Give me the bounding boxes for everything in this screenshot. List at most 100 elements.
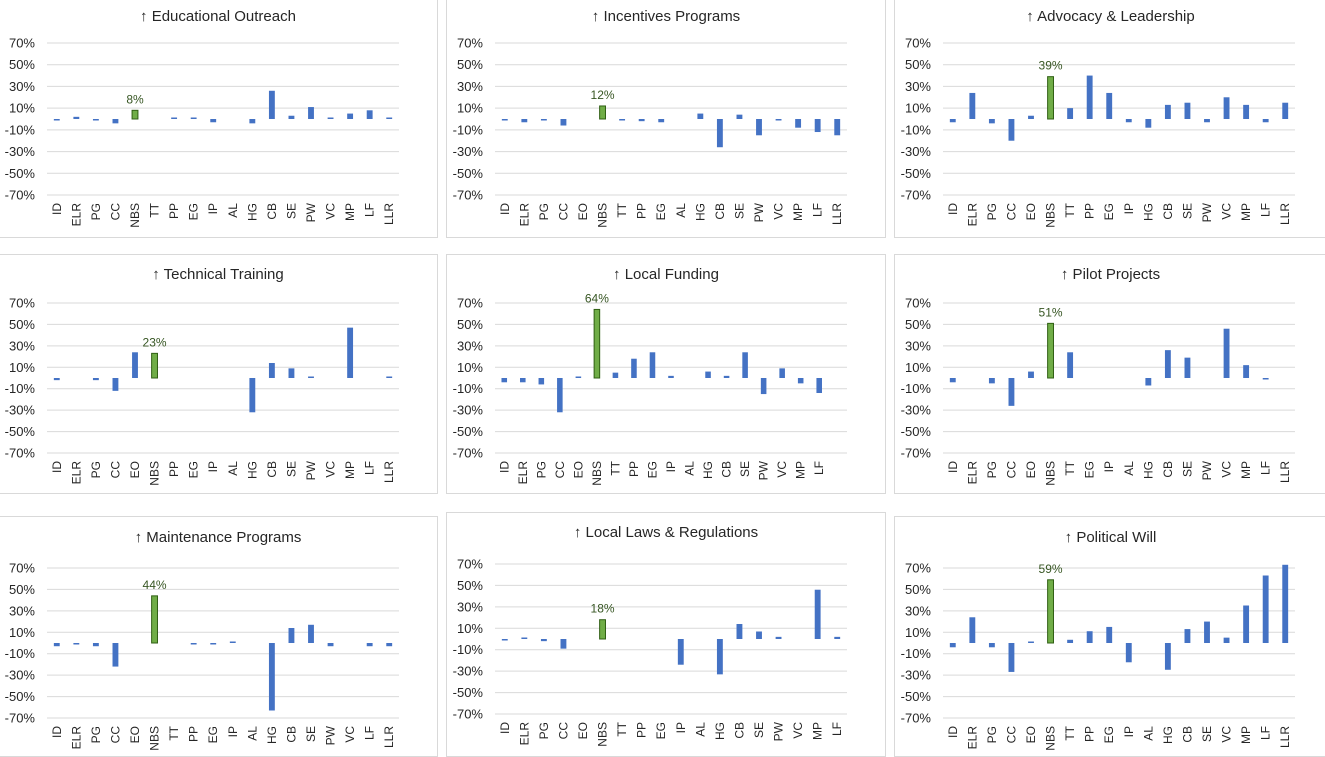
x-tick-label: SE xyxy=(1180,461,1194,477)
x-tick-label: EG xyxy=(1102,726,1116,743)
y-tick-label: 10% xyxy=(457,360,483,375)
x-tick-label: MP xyxy=(343,203,357,221)
y-tick-label: -10% xyxy=(5,122,36,137)
x-tick-label: ID xyxy=(498,203,512,215)
bar xyxy=(1184,102,1191,119)
x-tick-label: LF xyxy=(1259,203,1273,217)
chart-panel: ↑ Maintenance Programs 70% 50% 30% 10% -10% -3… xyxy=(0,516,438,757)
y-tick-label: -70% xyxy=(901,711,932,726)
bar xyxy=(1106,626,1113,643)
bar xyxy=(969,617,976,643)
x-tick-label: LLR xyxy=(830,203,844,225)
bar-highlight xyxy=(151,352,158,379)
y-tick-label: 10% xyxy=(457,101,483,116)
chart-title: ↑ Pilot Projects xyxy=(1061,266,1160,283)
x-tick-label: CB xyxy=(1161,461,1175,478)
bar xyxy=(612,372,619,378)
x-tick-label: LF xyxy=(363,203,377,217)
bar xyxy=(268,90,275,119)
bar xyxy=(779,368,785,378)
bar xyxy=(677,639,684,665)
x-tick-label: CB xyxy=(1161,203,1175,220)
bar xyxy=(658,119,665,123)
bar-highlight xyxy=(599,105,606,120)
y-tick-label: 70% xyxy=(905,296,931,311)
x-tick-label: VC xyxy=(772,203,786,220)
bar xyxy=(1223,637,1230,643)
bar xyxy=(249,378,256,413)
x-tick-label: PW xyxy=(304,460,318,480)
bar xyxy=(649,352,656,378)
bar xyxy=(775,636,782,639)
bar xyxy=(1067,108,1074,119)
bar xyxy=(521,119,528,123)
x-tick-label: EG xyxy=(187,461,201,478)
bar xyxy=(92,378,99,381)
y-tick-label: 70% xyxy=(457,36,483,51)
x-tick-label: PP xyxy=(187,726,201,742)
x-tick-label: CC xyxy=(556,203,570,221)
bar xyxy=(521,637,528,639)
bar xyxy=(386,376,393,378)
x-tick-label: SE xyxy=(284,461,298,477)
x-tick-label: IP xyxy=(1122,726,1136,737)
bar xyxy=(229,641,236,643)
x-tick-label: AL xyxy=(245,726,259,741)
x-tick-label: VC xyxy=(791,722,805,739)
bar xyxy=(540,639,547,642)
x-tick-label: CB xyxy=(265,203,279,220)
bar xyxy=(814,589,821,639)
x-tick-label: VC xyxy=(775,461,789,478)
bar xyxy=(969,92,976,119)
x-tick-label: PW xyxy=(324,725,338,745)
x-tick-label: ELR xyxy=(516,461,530,485)
y-tick-label: -30% xyxy=(901,403,932,418)
x-tick-label: VC xyxy=(1220,203,1234,220)
y-tick-label: 50% xyxy=(9,57,35,72)
x-tick-label: NBS xyxy=(148,726,162,751)
x-tick-label: ID xyxy=(50,461,64,473)
x-tick-label: ID xyxy=(946,203,960,215)
bar-highlight xyxy=(1047,76,1054,120)
x-tick-label: AL xyxy=(226,461,240,476)
bar xyxy=(132,352,138,378)
x-tick-label: VC xyxy=(1220,461,1234,478)
bar xyxy=(575,376,582,378)
bar-highlight xyxy=(599,619,606,640)
bar xyxy=(73,116,80,119)
bar xyxy=(1145,378,1152,386)
y-tick-label: -10% xyxy=(901,646,932,661)
x-tick-label: CC xyxy=(108,461,122,479)
bar xyxy=(560,119,567,126)
chart-svg: ↑ Local Laws & Regulations 70% 50% 30% 10% -1… xyxy=(453,524,847,747)
bar xyxy=(775,119,782,121)
x-tick-label: PG xyxy=(985,726,999,743)
chart-panel: ↑ Advocacy & Leadership 70% 50% 30% 10% -10% -… xyxy=(894,0,1325,238)
y-tick-label: -70% xyxy=(453,188,484,203)
y-tick-label: 30% xyxy=(9,79,35,94)
bar xyxy=(736,624,743,639)
bar xyxy=(308,624,314,643)
y-tick-label: 50% xyxy=(457,57,483,72)
y-tick-label: 70% xyxy=(9,561,35,576)
x-tick-label: HG xyxy=(713,722,727,740)
y-tick-label: -70% xyxy=(5,188,36,203)
bar xyxy=(1184,629,1191,643)
y-tick-label: -50% xyxy=(5,424,36,439)
data-label: 8% xyxy=(126,92,144,106)
bar xyxy=(716,639,723,675)
bar xyxy=(1243,104,1250,119)
bar xyxy=(834,119,841,136)
y-tick-label: 70% xyxy=(457,296,483,311)
bar xyxy=(347,113,354,119)
x-tick-label: CC xyxy=(1004,726,1018,744)
x-tick-label: NBS xyxy=(596,203,610,228)
x-tick-label: LLR xyxy=(1278,461,1292,483)
x-tick-label: PP xyxy=(167,203,181,219)
bar-highlight xyxy=(151,595,158,644)
chart-title: ↑ Educational Outreach xyxy=(140,8,296,25)
chart-svg: ↑ Pilot Projects 70% 50% 30% 10% -10% -30% -50%… xyxy=(901,266,1295,486)
bar-highlight xyxy=(1047,322,1054,379)
bar xyxy=(327,117,334,119)
y-tick-label: -50% xyxy=(901,424,932,439)
